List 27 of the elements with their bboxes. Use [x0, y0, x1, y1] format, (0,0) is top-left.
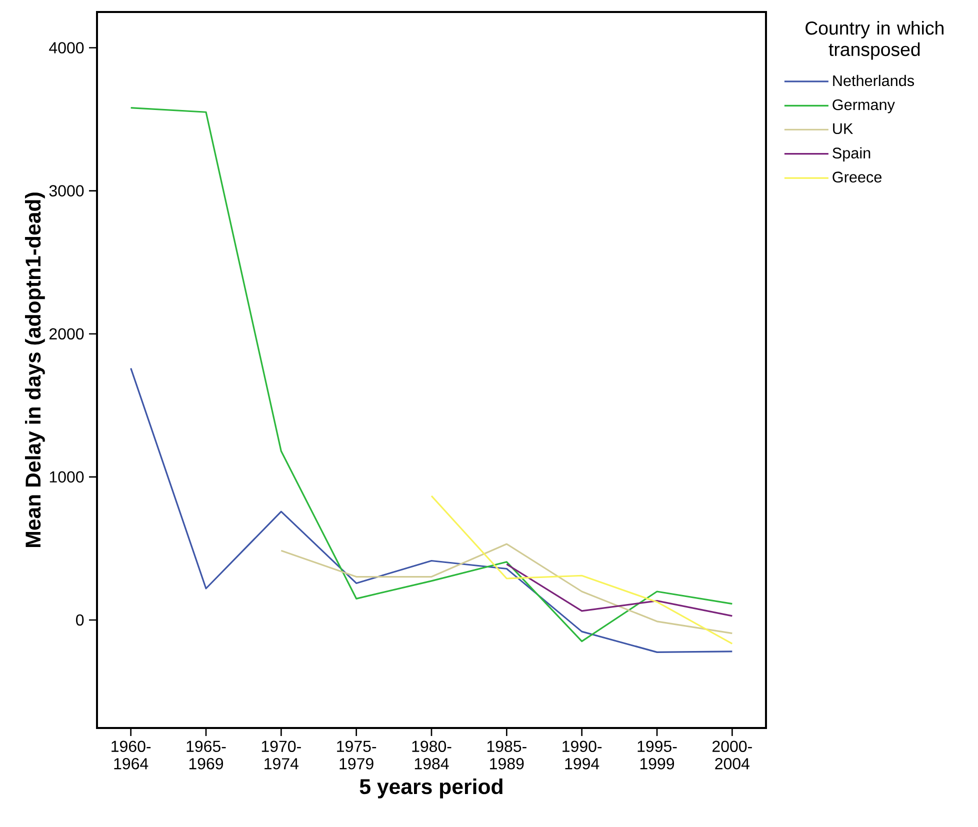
y-tick-label: 0	[76, 614, 84, 626]
x-tick-label: 1985-1989	[487, 740, 526, 770]
line-series	[130, 107, 733, 642]
y-tick-label: 3000	[49, 185, 84, 196]
line-series	[506, 563, 733, 617]
x-tick-label: 1990-1994	[562, 740, 602, 770]
y-axis-title: Mean Delay in days (adoptn1-dead)	[25, 192, 45, 547]
legend-label: UK	[833, 123, 854, 134]
x-tick-label: 1995-1999	[638, 740, 677, 770]
legend-label: Greece	[832, 172, 882, 183]
x-tick-label: 1970-1974	[262, 740, 301, 770]
y-tick-label: 4000	[49, 42, 84, 54]
legend-label: Spain	[832, 147, 870, 162]
y-tick-label: 1000	[50, 471, 84, 483]
x-axis-title: 5 years period	[360, 778, 502, 798]
x-tick-label: 1980-1984	[412, 740, 452, 770]
legend-title: Country in which transposed	[806, 21, 944, 60]
x-tick-label: 1960-1964	[112, 740, 151, 770]
x-tick-label: 1965-1969	[186, 740, 226, 770]
x-tick-label: 1975-1979	[337, 740, 376, 770]
line-series	[130, 367, 733, 653]
x-tick-label: 2000-2004	[712, 740, 752, 770]
line-series	[430, 495, 733, 645]
legend-label: Netherlands	[833, 74, 914, 86]
y-tick-label: 2000	[49, 328, 84, 340]
line-series	[280, 543, 733, 634]
legend-label: Germany	[832, 99, 895, 114]
